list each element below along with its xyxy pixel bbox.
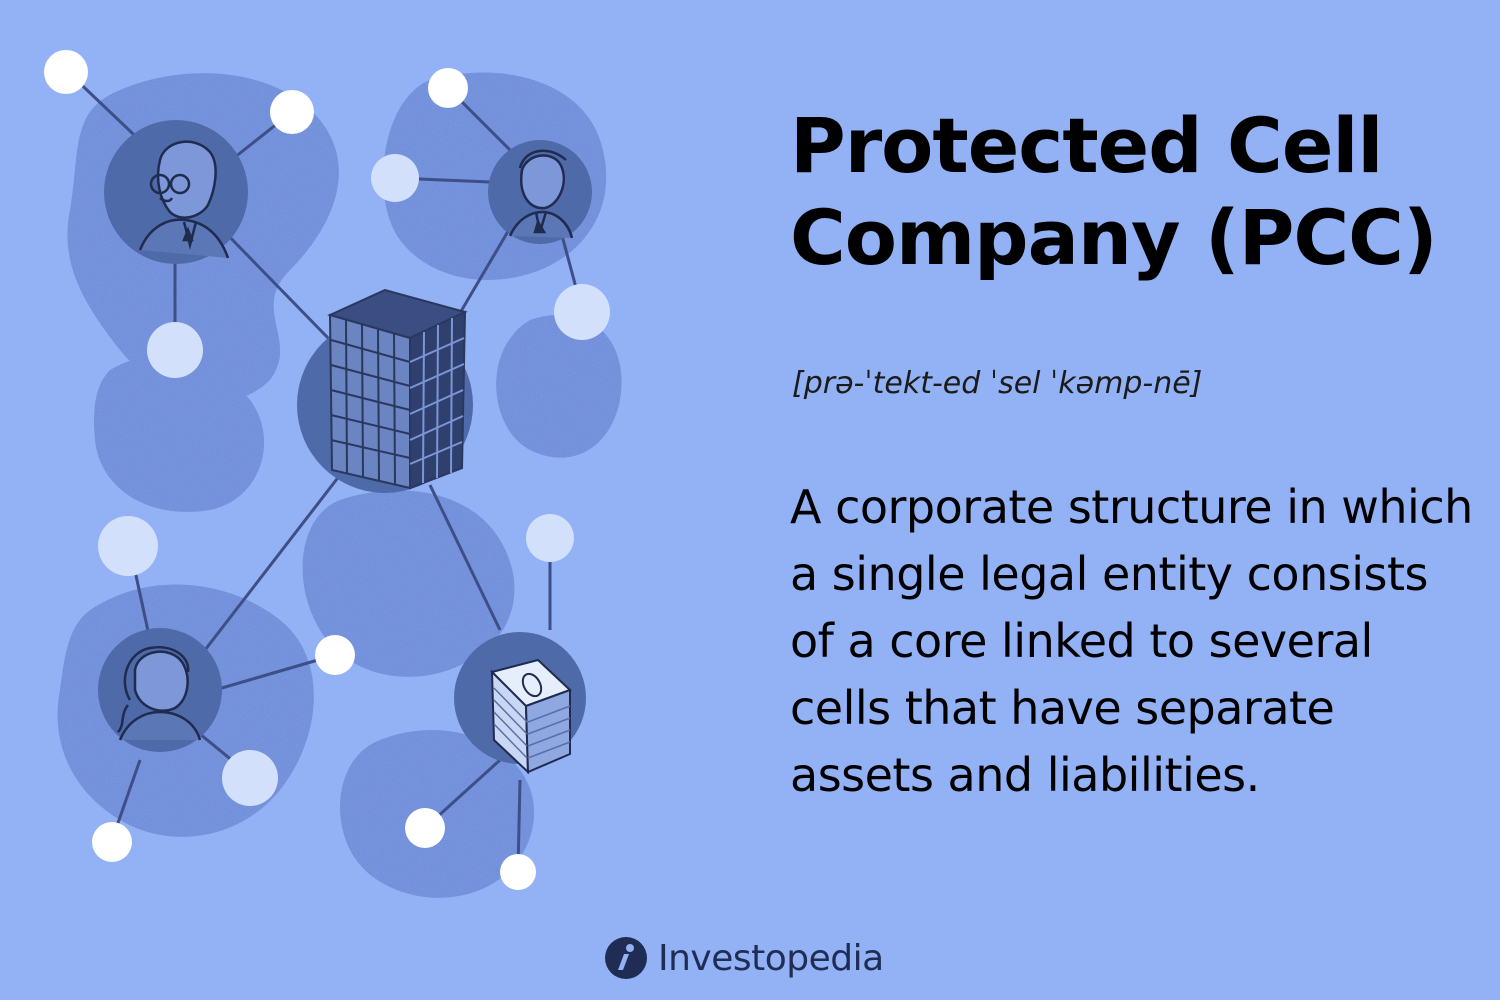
cell-node-woman: [98, 628, 222, 752]
network-node: [405, 808, 445, 848]
network-node: [92, 822, 132, 862]
brand-logo[interactable]: Investopedia: [604, 930, 884, 986]
cell-node-money: [454, 632, 586, 775]
pcc-network-illustration: [44, 50, 622, 898]
young-man-icon: [508, 149, 574, 239]
page-title: Protected Cell Company (PCC): [790, 101, 1438, 282]
definition-text: A corporate structure in which a single …: [790, 480, 1473, 802]
blob-mid-left: [93, 355, 265, 512]
cell-node-older-man: [104, 120, 248, 264]
connector-line: [203, 474, 342, 651]
network-node: [500, 854, 536, 890]
brand-name: Investopedia: [658, 937, 884, 979]
network-node: [44, 50, 88, 94]
core-building-node: [297, 288, 473, 493]
network-node: [222, 750, 278, 806]
woman-icon: [117, 645, 202, 741]
office-building-icon: [327, 288, 468, 490]
network-node: [526, 514, 574, 562]
network-node: [147, 322, 203, 378]
network-node: [270, 90, 314, 134]
pronunciation: [prə-ˈtekt-ed ˈsel ˈkəmp-nē]: [792, 366, 1203, 401]
network-node: [315, 635, 355, 675]
stack-of-money-icon: [490, 658, 572, 775]
connector-line: [214, 653, 336, 692]
network-node: [98, 516, 158, 576]
connector-line: [216, 223, 332, 342]
blob-center: [302, 490, 515, 677]
connector-line: [428, 484, 502, 631]
cell-node-young-man: [488, 140, 592, 244]
network-node: [554, 284, 610, 340]
network-node: [371, 154, 419, 202]
investopedia-logo-icon: [605, 937, 647, 979]
blob-mid-right: [496, 314, 622, 458]
network-node: [428, 68, 468, 108]
older-man-with-glasses-icon: [138, 140, 230, 259]
network-nodes: [44, 50, 610, 890]
